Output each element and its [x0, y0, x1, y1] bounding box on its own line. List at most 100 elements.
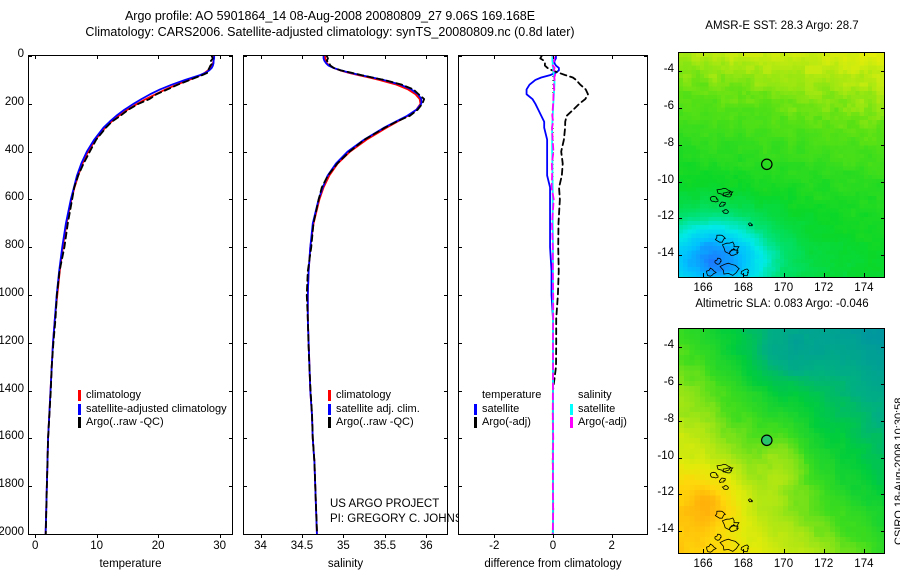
map-y-tick-label: -8: [663, 412, 674, 425]
map-x-tick-label: 168: [733, 558, 753, 570]
x-tick-label: 34: [254, 540, 267, 552]
map-x-tick-label: 172: [814, 282, 834, 294]
map-y-tick: [678, 384, 682, 386]
map-y-tick: [678, 494, 682, 496]
y-tick: [243, 342, 247, 344]
y-tick: [229, 103, 233, 105]
depth-tick-label: 1000: [0, 287, 24, 299]
depth-tick-label: 800: [4, 239, 24, 252]
y-tick: [229, 56, 233, 57]
map-y-tick-label: -10: [657, 173, 674, 186]
x-tick: [426, 55, 428, 59]
y-tick: [644, 390, 648, 392]
y-tick: [444, 295, 448, 296]
legend-label: climatology: [336, 389, 392, 401]
y-tick: [444, 151, 448, 153]
map-y-tick: [678, 144, 682, 146]
sla-map-axes: [678, 328, 885, 554]
salinity-legend-item: satellite adj. clim.: [328, 403, 420, 417]
depth-tick-label: 2000: [0, 526, 24, 538]
figure-title: Argo profile: AO 5901864_14 08-Aug-2008 …: [0, 8, 660, 40]
x-tick-label: 2: [608, 540, 615, 552]
map-x-tick: [823, 549, 825, 553]
y-tick: [243, 103, 247, 105]
legend-color-swatch: [474, 403, 477, 415]
x-tick-label: 35.5: [373, 540, 397, 552]
temperature-legend-item: climatology: [78, 389, 238, 403]
legend-color-swatch: [78, 390, 81, 402]
sst-map-axes: [678, 52, 885, 278]
map-x-tick: [823, 52, 825, 56]
y-tick: [458, 438, 462, 440]
y-tick: [444, 247, 448, 249]
map-y-tick: [678, 347, 682, 349]
y-tick: [243, 247, 247, 249]
salinity-legend: climatology satellite adj. clim. Argo(..ra…: [328, 389, 420, 430]
x-tick: [343, 55, 345, 59]
depth-tick-label: 1600: [0, 430, 24, 443]
temperature-legend-item: Argo(..raw -QC): [78, 416, 238, 430]
y-tick: [458, 486, 462, 488]
map-x-tick: [743, 549, 745, 553]
legend-color-swatch: [328, 390, 331, 402]
map-y-tick: [881, 457, 885, 459]
map-x-tick: [703, 52, 705, 56]
map-y-tick-label: -4: [663, 63, 674, 76]
map-x-tick-label: 166: [693, 282, 713, 294]
y-tick: [458, 390, 462, 392]
x-tick: [494, 55, 496, 59]
map-y-tick: [678, 457, 682, 459]
legend-color-swatch: [78, 403, 81, 415]
credit-line-2: PI: GREGORY C. JOHNSON: [330, 513, 480, 525]
project-credit: US ARGO PROJECT PI: GREGORY C. JOHNSON: [330, 497, 480, 527]
y-tick: [644, 486, 648, 488]
x-tick: [219, 55, 221, 59]
map-y-tick-label: -6: [663, 100, 674, 113]
map-x-tick-label: 166: [693, 558, 713, 570]
y-tick: [458, 342, 462, 344]
y-tick: [28, 199, 32, 201]
map-y-tick: [881, 384, 885, 386]
x-tick: [35, 534, 37, 538]
y-tick: [644, 199, 648, 201]
x-tick-label: 35: [337, 540, 350, 552]
difference-axis-label: difference from climatology: [484, 558, 622, 570]
legend-color-swatch: [328, 403, 331, 415]
legend-color-swatch: [474, 417, 477, 429]
difference-legend-sal-header: salinity: [578, 389, 612, 401]
map-x-tick: [863, 549, 865, 553]
map-y-tick: [678, 254, 682, 256]
y-tick: [229, 342, 233, 344]
x-tick-label: 30: [213, 540, 227, 552]
x-tick-label: 10: [90, 540, 104, 552]
map-y-tick: [881, 347, 885, 349]
y-tick: [28, 390, 32, 392]
y-tick: [229, 295, 233, 296]
csiro-timestamp: CSIRO 18-Aug-2008 10:30:58: [893, 397, 900, 545]
y-tick: [644, 534, 648, 535]
x-tick-label: 0: [549, 540, 557, 552]
x-tick: [302, 55, 303, 59]
x-tick: [494, 534, 496, 538]
depth-tick-label: 1800: [0, 478, 24, 491]
temperature-legend: climatology satellite-adjusted climatolog…: [78, 389, 238, 430]
map-x-tick: [783, 328, 785, 332]
difference-legend-sal-item: Argo(-adj): [570, 416, 627, 430]
y-tick: [458, 534, 462, 535]
x-tick-label: 36: [419, 540, 433, 552]
legend-label: Argo(-adj): [482, 416, 531, 428]
y-tick: [229, 247, 233, 249]
x-tick: [96, 534, 98, 538]
map-y-tick-label: -6: [663, 376, 674, 389]
y-tick: [644, 295, 648, 296]
map-x-tick-label: 174: [854, 558, 874, 570]
x-tick: [96, 55, 98, 59]
difference-legend-salinity: salinity satellite Argo(-adj): [570, 389, 627, 430]
y-tick: [644, 342, 648, 344]
legend-label: satellite: [482, 402, 520, 415]
depth-tick-label: 200: [4, 95, 24, 108]
salinity-profile-axes: [243, 55, 448, 535]
map-x-tick: [823, 273, 825, 277]
difference-legend-sal-item: satellite: [570, 403, 627, 417]
x-tick: [384, 534, 386, 538]
